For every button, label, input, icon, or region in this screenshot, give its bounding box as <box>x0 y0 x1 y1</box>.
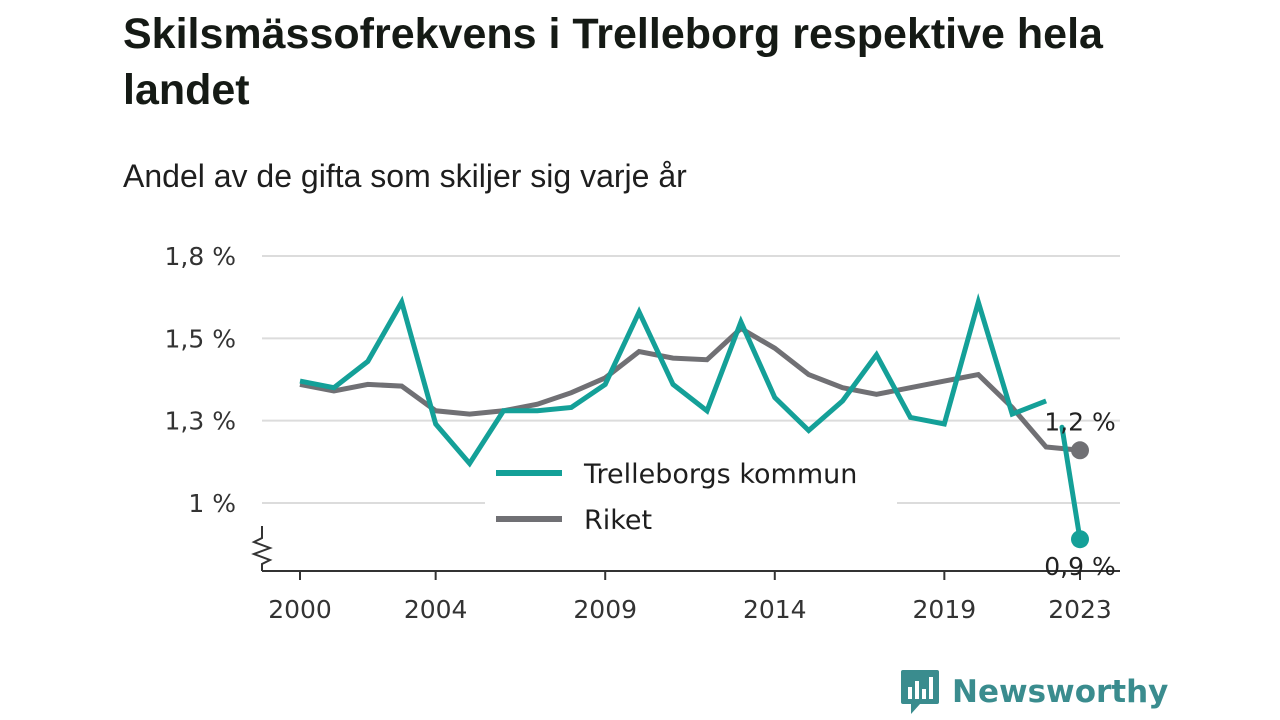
legend-background <box>485 448 897 544</box>
series-lines <box>299 293 1089 549</box>
newsworthy-logo-icon <box>901 670 939 714</box>
legend-label: Riket <box>584 505 652 536</box>
brand: Newsworthy <box>900 668 1168 716</box>
chart-title: Skilsmässofrekvens i Trelleborg respekti… <box>123 10 1103 114</box>
legend-label: Trelleborgs kommun <box>583 459 857 490</box>
x-tick-label: 2019 <box>913 595 977 624</box>
gridlines <box>262 255 1120 504</box>
x-tick-label: 2000 <box>268 595 332 624</box>
x-tick-label: 2014 <box>743 595 807 624</box>
y-tick-label: 1,3 % <box>165 407 236 436</box>
chart-subtitle: Andel av de gifta som skiljer sig varje … <box>123 158 687 194</box>
end-point-marker <box>1071 441 1089 460</box>
end-labels: 1,2 % 0,9 % <box>1044 407 1115 581</box>
end-point-marker <box>1071 530 1089 549</box>
series-line <box>1059 424 1083 542</box>
y-tick-label: 1,5 % <box>165 324 236 353</box>
x-tick-label: 2004 <box>404 595 468 624</box>
x-tick-label: 2009 <box>573 595 637 624</box>
y-tick-label: 1 % <box>188 489 236 518</box>
y-tick-label: 1,8 % <box>165 242 236 271</box>
end-label-riket: 1,2 % <box>1044 407 1115 436</box>
axis-break-icon <box>251 526 273 571</box>
end-label-trelleborg: 0,9 % <box>1044 552 1115 581</box>
series-line <box>299 293 1048 468</box>
brand-name: Newsworthy <box>952 674 1169 710</box>
axes: 1 % 1,3 % 1,5 % 1,8 % 2000 2004 2009 2014 2019 20… <box>165 242 1120 624</box>
series-line <box>299 325 1081 453</box>
legend: Trelleborgs kommun Riket <box>485 448 897 544</box>
x-tick-label: 2023 <box>1048 595 1112 624</box>
